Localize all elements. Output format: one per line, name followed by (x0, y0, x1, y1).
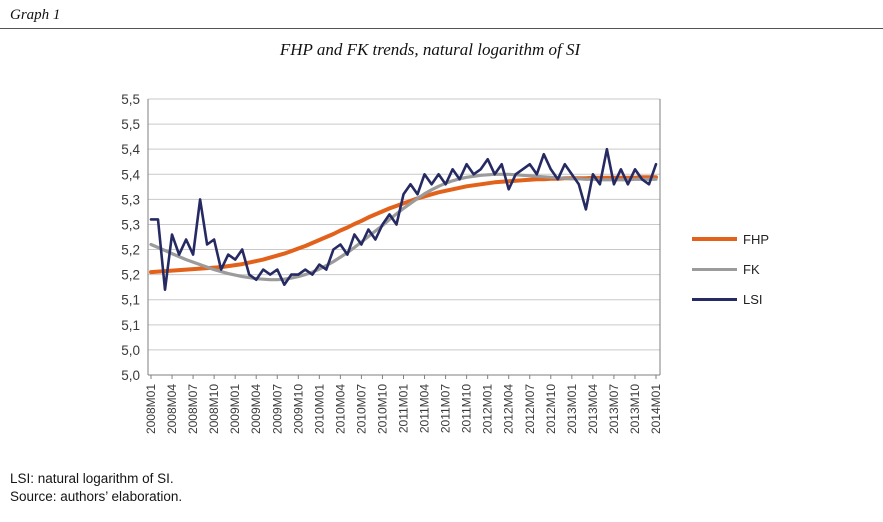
svg-text:5,1: 5,1 (121, 318, 140, 333)
figure-header: Graph 1 (0, 0, 883, 29)
fk-line-swatch (692, 267, 737, 271)
chart-area: 5,5 5,5 5,4 5,4 5,3 5,3 5,2 5,2 5,1 5,1 5,0 5,0 2008… (0, 70, 883, 470)
svg-text:2011M07: 2011M07 (439, 384, 453, 433)
figure-notes: LSI: natural logarithm of SI. Source: au… (10, 470, 182, 506)
svg-text:5,2: 5,2 (121, 243, 140, 258)
fhp-line-swatch (692, 237, 737, 241)
svg-text:2013M01: 2013M01 (565, 384, 579, 434)
legend-item-fhp: FHP (692, 224, 769, 254)
note-lsi: LSI: natural logarithm of SI. (10, 471, 174, 486)
svg-text:2011M01: 2011M01 (397, 384, 411, 433)
svg-text:2010M07: 2010M07 (354, 384, 368, 434)
svg-text:5,5: 5,5 (121, 92, 140, 107)
svg-text:5,3: 5,3 (121, 192, 140, 207)
legend-label-lsi: LSI (743, 291, 763, 307)
svg-text:2008M04: 2008M04 (165, 384, 179, 434)
svg-text:2009M07: 2009M07 (270, 384, 284, 434)
svg-text:5,0: 5,0 (121, 368, 140, 383)
svg-text:2010M10: 2010M10 (375, 384, 389, 434)
legend-item-fk: FK (692, 254, 769, 284)
svg-text:2010M01: 2010M01 (312, 384, 326, 434)
svg-text:5,1: 5,1 (121, 293, 140, 308)
svg-text:2013M10: 2013M10 (628, 384, 642, 434)
svg-text:2014M01: 2014M01 (649, 384, 663, 434)
legend-label-fhp: FHP (743, 231, 769, 247)
svg-text:2008M10: 2008M10 (207, 384, 221, 434)
svg-text:2012M01: 2012M01 (481, 384, 495, 434)
svg-text:5,4: 5,4 (121, 142, 140, 157)
svg-text:5,0: 5,0 (121, 343, 140, 358)
trend-line-chart: 5,5 5,5 5,4 5,4 5,3 5,3 5,2 5,2 5,1 5,1 5,0 5,0 2008… (121, 92, 663, 434)
legend-item-lsi: LSI (692, 284, 769, 314)
svg-text:2009M10: 2009M10 (291, 384, 305, 434)
svg-text:5,4: 5,4 (121, 167, 140, 182)
graph-label: Graph 1 (10, 7, 61, 23)
svg-text:2009M04: 2009M04 (249, 384, 263, 434)
svg-text:5,5: 5,5 (121, 117, 140, 132)
lsi-line-swatch (692, 297, 737, 301)
svg-text:5,2: 5,2 (121, 268, 140, 283)
svg-text:2012M10: 2012M10 (544, 384, 558, 434)
svg-text:2013M04: 2013M04 (586, 384, 600, 434)
svg-text:2011M10: 2011M10 (460, 384, 474, 433)
chart-title: FHP and FK trends, natural logarithm of … (279, 40, 581, 59)
note-source: Source: authors’ elaboration. (10, 489, 183, 504)
svg-text:2011M04: 2011M04 (418, 384, 432, 433)
svg-text:2012M04: 2012M04 (502, 384, 516, 434)
svg-text:2010M04: 2010M04 (333, 384, 347, 434)
svg-text:2008M01: 2008M01 (144, 384, 158, 434)
svg-text:2008M07: 2008M07 (186, 384, 200, 434)
svg-text:5,3: 5,3 (121, 217, 140, 232)
svg-text:2013M07: 2013M07 (607, 384, 621, 434)
legend-label-fk: FK (743, 261, 760, 277)
chart-legend: FHP FK LSI (692, 224, 769, 314)
svg-text:2009M01: 2009M01 (228, 384, 242, 434)
svg-text:2012M07: 2012M07 (523, 384, 537, 434)
